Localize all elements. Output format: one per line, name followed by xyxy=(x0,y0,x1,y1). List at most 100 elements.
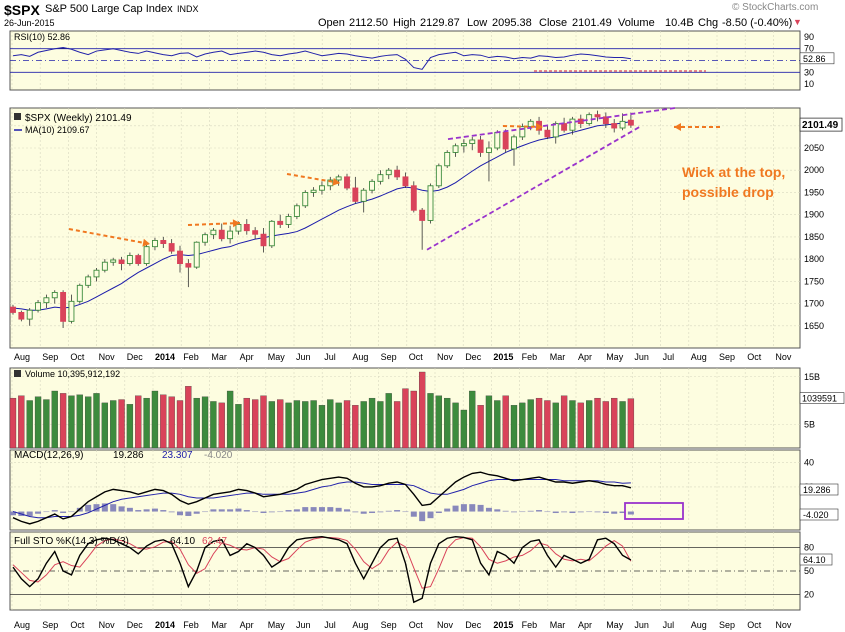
candle-body xyxy=(394,169,401,178)
volume-bar xyxy=(552,402,559,449)
volume-bar xyxy=(418,371,426,449)
rsi-tick-label: 30 xyxy=(804,67,814,77)
macd-hist-bar xyxy=(310,507,317,512)
chg-label: Chg xyxy=(698,17,719,29)
volume-bar xyxy=(393,401,401,449)
macd-hist-bar xyxy=(43,511,50,513)
vol-tick-label: 5B xyxy=(804,419,815,429)
volume-bar xyxy=(302,401,309,449)
candle-body xyxy=(494,131,501,149)
dropdown-arrow-icon[interactable]: ▼ xyxy=(793,17,802,27)
x-axis-label-bottom: Dec xyxy=(465,620,482,630)
macd-hist-bar xyxy=(68,511,75,513)
macd-hist-bar xyxy=(252,511,259,513)
sto-last-label: 64.10 xyxy=(803,555,826,565)
candle-body xyxy=(243,223,250,232)
low-value: 2095.38 xyxy=(492,17,532,29)
macd-hist-bar xyxy=(35,511,42,514)
candle-body xyxy=(260,233,267,247)
macd-hist-bar xyxy=(419,511,426,522)
candle-body xyxy=(552,123,559,138)
high-value: 2129.87 xyxy=(420,17,460,29)
macd-hist-bar xyxy=(135,510,142,512)
candle-body xyxy=(319,185,325,191)
macd-hist-bar xyxy=(611,511,618,514)
macd-hist-bar xyxy=(394,510,401,512)
exchange-label: INDX xyxy=(177,4,199,14)
x-axis-label: Sep xyxy=(42,352,58,362)
volume-bar xyxy=(118,399,125,449)
macd-hist-bar xyxy=(502,510,509,512)
candle-body xyxy=(469,139,476,145)
candle-body xyxy=(369,180,375,191)
volume-bar xyxy=(9,397,17,449)
x-axis-label: Oct xyxy=(409,352,424,362)
volume-bar xyxy=(494,400,501,449)
macd-hist-bar xyxy=(594,511,601,513)
candle-body xyxy=(561,123,568,131)
x-axis-label: Oct xyxy=(747,352,762,362)
macd-hist-bar xyxy=(477,504,484,512)
macd-hist-bar xyxy=(602,511,609,514)
macd-hist-bar xyxy=(352,511,359,513)
candle-body xyxy=(327,179,334,187)
volume-bar xyxy=(51,390,58,449)
macd-hist-bar xyxy=(302,507,309,512)
candle-body xyxy=(527,120,534,128)
candle-body xyxy=(452,145,459,153)
candle-body xyxy=(427,185,434,221)
macd-hist-bar xyxy=(285,510,292,512)
candle-body xyxy=(10,306,16,313)
candle-body xyxy=(277,220,284,225)
candle-body xyxy=(385,169,392,176)
candle-body xyxy=(602,116,609,125)
panel-price xyxy=(9,107,801,349)
macd-hist-bar xyxy=(369,511,376,514)
volume-bar xyxy=(318,405,326,449)
macd-legend-macd: 19.286 xyxy=(113,450,144,461)
macd-legend-prefix: MACD(12,26,9) xyxy=(14,450,83,461)
volume-bar xyxy=(201,396,209,449)
volume-bar xyxy=(444,397,451,449)
volume-bar xyxy=(594,397,601,449)
macd-legend-signal: 23.307 xyxy=(162,450,193,461)
x-axis-label: Jul xyxy=(663,352,675,362)
candle-body xyxy=(619,120,626,129)
x-axis-label: Jun xyxy=(634,352,649,362)
x-axis-label-bottom: Sep xyxy=(381,620,397,630)
volume-bar xyxy=(101,402,108,449)
candle-body xyxy=(268,220,275,247)
candle-body xyxy=(410,185,417,211)
volume-bar xyxy=(160,394,167,449)
volume-bar xyxy=(477,405,484,449)
macd-hist-bar xyxy=(160,510,167,512)
candle-body xyxy=(110,259,117,263)
close-value: 2101.49 xyxy=(572,17,612,29)
macd-hist-bar xyxy=(360,511,367,514)
volume-bar xyxy=(469,390,476,449)
volume-bar xyxy=(143,397,150,449)
sto-last-box xyxy=(799,553,833,566)
x-axis-label: 2014 xyxy=(155,352,175,362)
candle-body xyxy=(285,215,292,225)
x-axis-label-bottom: Feb xyxy=(522,620,538,630)
volume-bar xyxy=(135,395,142,449)
candle-body xyxy=(594,114,601,118)
x-axis-label-bottom: Sep xyxy=(42,620,58,630)
price-tick-label: 1850 xyxy=(804,232,824,242)
candle-body xyxy=(377,174,384,182)
volume-bar xyxy=(218,402,225,449)
hist-last-label: -4.020 xyxy=(803,510,829,520)
x-axis-label-bottom: Oct xyxy=(70,620,85,630)
volume-bar xyxy=(569,400,576,449)
volume-bar xyxy=(335,402,342,449)
candle-body xyxy=(477,139,484,153)
rsi-line xyxy=(12,47,631,70)
watermark: © StockCharts.com xyxy=(732,2,819,13)
chg-value: -8.50 (-0.40%) xyxy=(722,17,793,29)
volume-bar xyxy=(519,402,526,449)
macd-hist-bar xyxy=(101,503,108,512)
x-axis-label: Mar xyxy=(211,352,227,362)
candle-body xyxy=(35,302,41,311)
